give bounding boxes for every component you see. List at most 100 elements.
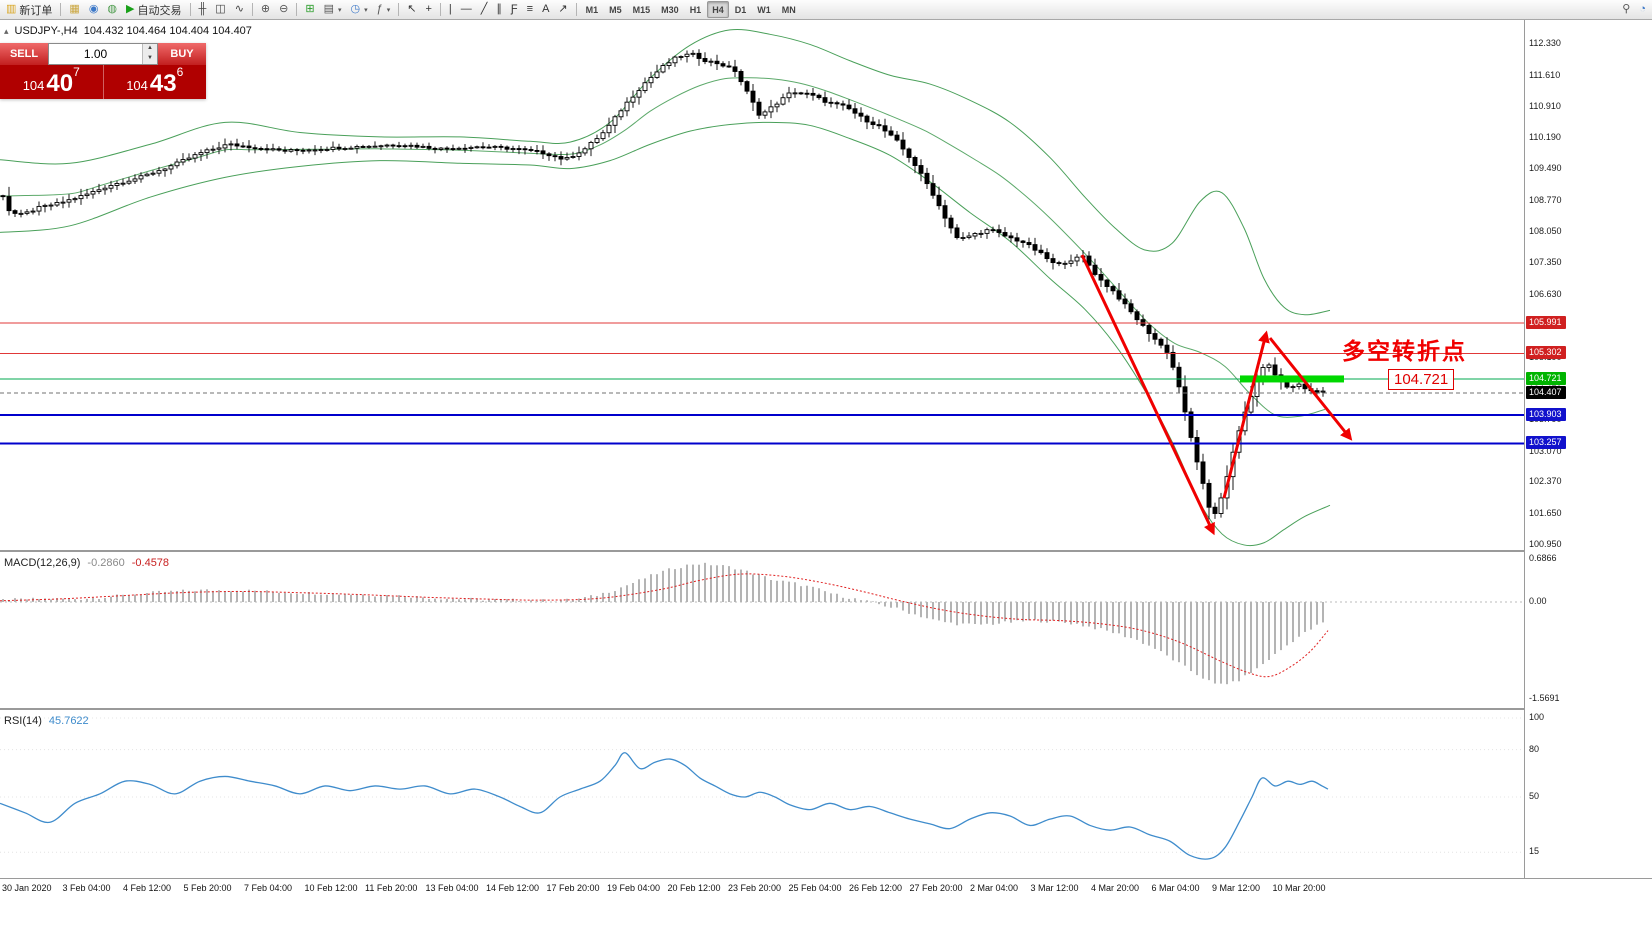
- timeframe-button-m5[interactable]: M5: [609, 4, 622, 15]
- rsi-scale-label: 80: [1529, 743, 1540, 754]
- zoom-out-icon[interactable]: ⊖: [275, 0, 292, 19]
- chart-symbol-timeframe: USDJPY-,H4: [14, 25, 78, 37]
- price-scale-label: 110.190: [1529, 132, 1561, 143]
- market-watch-icon[interactable]: ◉: [85, 0, 103, 19]
- metaquotes-icon: ◔: [1639, 3, 1646, 15]
- macd-name: MACD(12,26,9): [4, 557, 81, 569]
- volume-up-icon[interactable]: ▲: [143, 44, 157, 54]
- macd-main-value: -0.2860: [87, 557, 125, 569]
- timeframe-button-d1[interactable]: D1: [734, 4, 747, 15]
- timeframe-button-m30[interactable]: M30: [661, 4, 679, 15]
- buy-price[interactable]: 104 43 6: [104, 65, 207, 99]
- time-axis-label: 30 Jan 2020: [2, 883, 52, 893]
- volume-value[interactable]: 1.00: [83, 47, 108, 61]
- rsi-scale-label: 100: [1529, 712, 1545, 722]
- price-scale-label: 111.610: [1529, 69, 1561, 80]
- time-axis[interactable]: 30 Jan 2020 3 Feb 04:00 4 Feb 12:00 5 Feb 2…: [0, 878, 1652, 897]
- line-chart-icon: ∿: [234, 3, 244, 15]
- toolbar-separator: [398, 3, 400, 16]
- crosshair-icon[interactable]: +: [421, 0, 435, 19]
- vertical-line-icon[interactable]: |: [445, 0, 456, 19]
- fibonacci-icon[interactable]: Ƒ: [507, 0, 522, 19]
- timeframe-button-mn[interactable]: MN: [781, 4, 796, 15]
- channel-icon[interactable]: ∥: [492, 0, 506, 19]
- indicators-icon[interactable]: ƒ ▾: [373, 0, 395, 19]
- toolbar-separator: [251, 3, 253, 16]
- shapes-icon[interactable]: ≡: [523, 0, 537, 19]
- sell-button[interactable]: SELL: [0, 43, 48, 65]
- templates-icon[interactable]: ▤ ▾: [320, 0, 346, 19]
- cursor-icon[interactable]: ↖: [403, 0, 420, 19]
- vertical-line-icon: |: [448, 3, 452, 15]
- time-axis-label: 10 Feb 12:00: [304, 883, 358, 893]
- time-axis-label: 7 Feb 04:00: [244, 883, 293, 893]
- arrows-icon: ↗: [558, 3, 568, 15]
- horizontal-line-icon[interactable]: —: [457, 0, 476, 19]
- buy-price-prefix: 104: [126, 78, 148, 93]
- sell-price-prefix: 104: [22, 78, 45, 93]
- templates-icon: ▤: [323, 3, 334, 15]
- toolbar-separator: [439, 3, 441, 16]
- channel-icon: ∥: [496, 3, 502, 15]
- mql-community-icon: ◍: [107, 3, 118, 15]
- price-scale-label: 106.630: [1529, 288, 1562, 299]
- time-axis-label: 6 Mar 04:00: [1151, 883, 1200, 893]
- text-icon[interactable]: A: [538, 0, 553, 19]
- metaquotes-icon[interactable]: ◔: [1635, 0, 1650, 19]
- price-scale[interactable]: 112.330 111.610 110.910 110.190 109.490 108.7…: [1524, 20, 1652, 878]
- timeframe-button-m1[interactable]: M1: [585, 4, 599, 15]
- rsi-scale-label: 15: [1529, 846, 1540, 857]
- price-chart[interactable]: [0, 20, 1524, 550]
- market-watch-icon: ◉: [88, 3, 99, 15]
- chevron-down-icon: ▾: [386, 6, 391, 14]
- rsi-panel[interactable]: [0, 710, 1524, 878]
- sell-price[interactable]: 104 40 7: [0, 65, 104, 99]
- price-badge: 103.903: [1526, 407, 1566, 421]
- symbol-collapse-icon: ▴: [4, 25, 9, 36]
- time-axis-label: 10 Mar 20:00: [1272, 883, 1326, 893]
- panel-separator[interactable]: [0, 550, 1652, 552]
- price-scale-label: 101.650: [1529, 508, 1562, 519]
- new-order-button[interactable]: ▥ 新订单: [2, 0, 56, 19]
- tile-windows-icon[interactable]: ⊞: [301, 0, 318, 19]
- price-scale-label: 108.050: [1529, 226, 1562, 237]
- search-symbol-icon[interactable]: ⚲: [1618, 0, 1634, 19]
- mql-community-icon[interactable]: ◍: [103, 0, 121, 19]
- time-axis-label: 11 Feb 20:00: [365, 883, 418, 893]
- price-scale-label: 110.910: [1529, 100, 1561, 111]
- volume-down-icon[interactable]: ▼: [143, 54, 157, 64]
- search-symbol-icon: ⚲: [1622, 3, 1631, 15]
- buy-button[interactable]: BUY: [158, 43, 206, 65]
- volume-spinner[interactable]: ▲ ▼: [142, 44, 157, 64]
- charts-profile-icon: ▦: [69, 3, 80, 15]
- trendline-icon[interactable]: ╱: [477, 0, 492, 19]
- fibonacci-icon: Ƒ: [510, 3, 518, 15]
- macd-scale-label: 0.6866: [1529, 553, 1557, 564]
- price-badge: 105.991: [1526, 316, 1566, 330]
- bar-chart-icon[interactable]: ╫: [195, 0, 211, 19]
- timeframe-button-h1[interactable]: H1: [689, 4, 702, 15]
- toolbar-separator: [60, 3, 62, 16]
- arrows-icon[interactable]: ↗: [554, 0, 571, 19]
- line-chart-icon[interactable]: ∿: [231, 0, 248, 19]
- sell-price-big: 40: [46, 70, 74, 97]
- charts-profile-icon[interactable]: ▦: [65, 0, 83, 19]
- zoom-in-icon[interactable]: ⊕: [257, 0, 274, 19]
- chevron-down-icon: ▾: [364, 6, 368, 14]
- timeframe-button-w1[interactable]: W1: [757, 4, 771, 15]
- shapes-icon: ≡: [526, 3, 534, 15]
- candlestick-chart-icon[interactable]: ◫: [211, 0, 229, 19]
- time-axis-label: 20 Feb 12:00: [667, 883, 721, 893]
- periods-icon[interactable]: ◷ ▾: [347, 0, 372, 19]
- macd-panel[interactable]: [0, 552, 1524, 708]
- main-toolbar: ▥ 新订单 ▦ ◉ ◍ ▶ 自动交易 ╫ ◫ ∿ ⊕ ⊖ ⊞ ▤ ▾ ◷ ▾ ƒ ▾ ↖ + | — ╱ ∥ Ƒ ≡ A ↗ M1 M5 M1…: [0, 0, 1652, 20]
- cursor-icon: ↖: [407, 3, 417, 15]
- panel-separator[interactable]: [0, 708, 1652, 710]
- price-scale-label: 102.370: [1529, 476, 1562, 487]
- toolbar-separator: [575, 3, 577, 16]
- timeframe-button-m15[interactable]: M15: [632, 4, 651, 15]
- timeframe-button-h4[interactable]: H4: [707, 1, 729, 18]
- autotrade-button[interactable]: ▶ 自动交易: [122, 0, 185, 19]
- volume-input[interactable]: 1.00 ▲ ▼: [48, 43, 158, 65]
- rsi-value: 45.7622: [48, 715, 89, 727]
